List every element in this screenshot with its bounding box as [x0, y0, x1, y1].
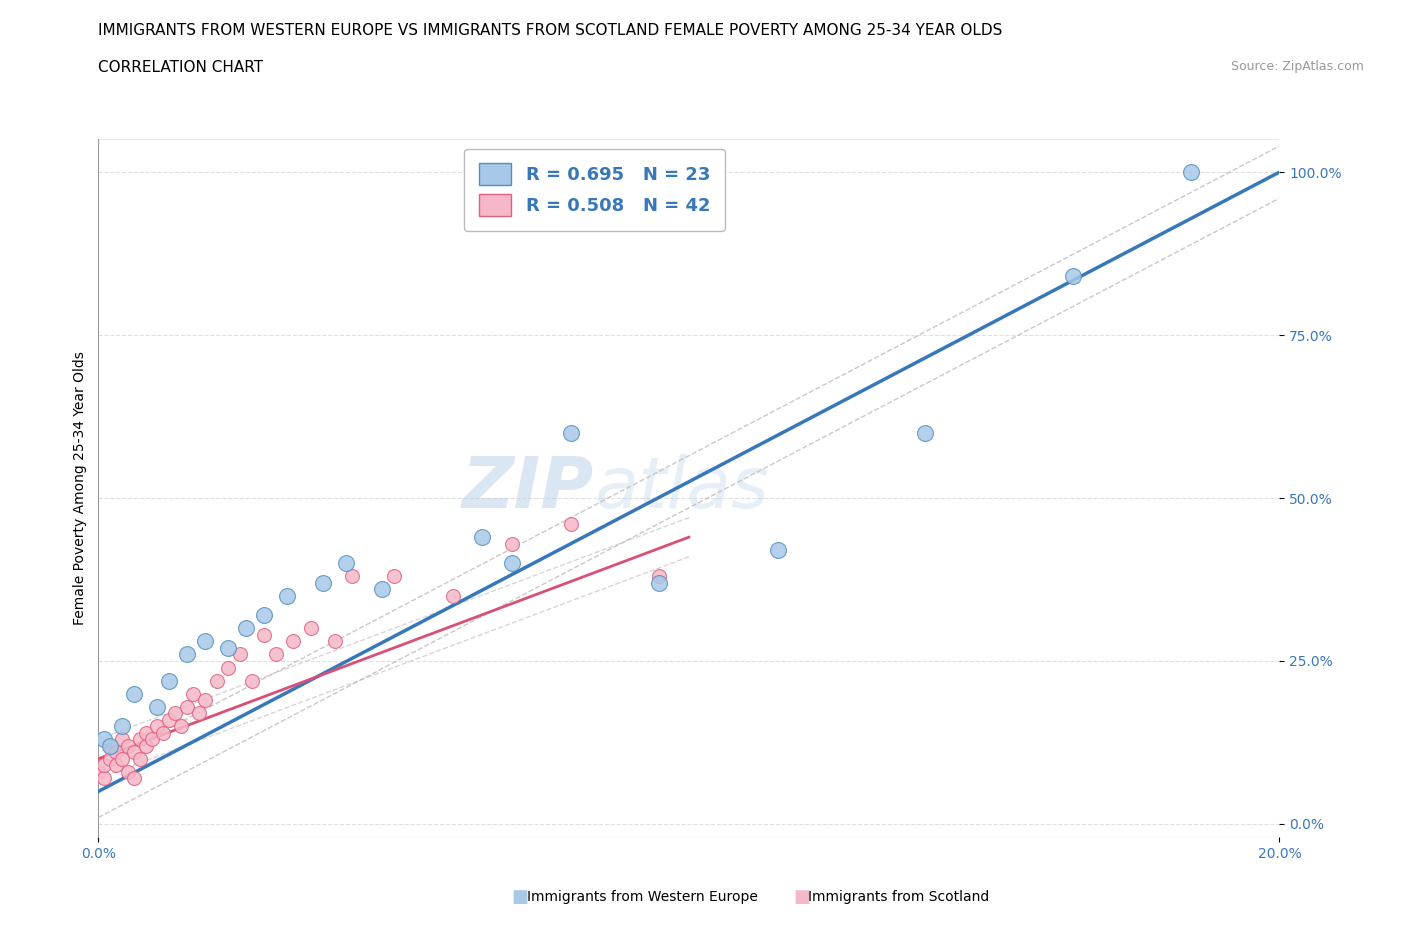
Point: [165, 706, 187, 721]
Point: [648, 569, 671, 584]
Point: [471, 530, 494, 545]
Text: Immigrants from Western Europe: Immigrants from Western Europe: [527, 890, 758, 905]
Point: [146, 719, 169, 734]
Point: [335, 556, 357, 571]
Point: [276, 589, 298, 604]
Point: [98, 751, 121, 766]
Point: [117, 764, 139, 779]
Point: [501, 556, 523, 571]
Point: [117, 738, 139, 753]
Point: [648, 576, 671, 591]
Point: [152, 725, 174, 740]
Point: [217, 660, 239, 675]
Point: [105, 758, 128, 773]
Point: [98, 738, 121, 753]
Text: ■: ■: [512, 888, 529, 907]
Point: [253, 628, 276, 643]
Point: [157, 712, 180, 727]
Point: [229, 647, 252, 662]
Y-axis label: Female Poverty Among 25-34 Year Olds: Female Poverty Among 25-34 Year Olds: [73, 352, 87, 625]
Point: [105, 745, 128, 760]
Point: [194, 693, 217, 708]
Point: [441, 589, 464, 604]
Text: Immigrants from Scotland: Immigrants from Scotland: [808, 890, 990, 905]
Text: atlas: atlas: [595, 454, 769, 523]
Point: [342, 569, 364, 584]
Point: [382, 569, 405, 584]
Point: [312, 576, 335, 591]
Text: ZIP: ZIP: [463, 454, 595, 523]
Point: [111, 751, 134, 766]
Point: [146, 699, 169, 714]
Text: Source: ZipAtlas.com: Source: ZipAtlas.com: [1230, 60, 1364, 73]
Point: [501, 537, 523, 551]
Point: [128, 751, 150, 766]
Text: CORRELATION CHART: CORRELATION CHART: [98, 60, 263, 75]
Text: ■: ■: [793, 888, 810, 907]
Point: [135, 725, 157, 740]
Point: [371, 582, 394, 597]
Point: [141, 732, 163, 747]
Point: [240, 673, 263, 688]
Point: [205, 673, 228, 688]
Point: [264, 647, 287, 662]
Point: [194, 634, 217, 649]
Point: [187, 706, 209, 721]
Point: [1062, 269, 1084, 284]
Point: [217, 641, 239, 656]
Point: [111, 719, 134, 734]
Point: [176, 647, 198, 662]
Text: IMMIGRANTS FROM WESTERN EUROPE VS IMMIGRANTS FROM SCOTLAND FEMALE POVERTY AMONG : IMMIGRANTS FROM WESTERN EUROPE VS IMMIGR…: [98, 23, 1002, 38]
Point: [93, 758, 115, 773]
Point: [135, 738, 157, 753]
Point: [128, 732, 150, 747]
Point: [87, 764, 110, 779]
Point: [170, 719, 193, 734]
Point: [122, 771, 145, 786]
Point: [560, 425, 582, 440]
Point: [122, 686, 145, 701]
Point: [914, 425, 936, 440]
Legend: R = 0.695   N = 23, R = 0.508   N = 42: R = 0.695 N = 23, R = 0.508 N = 42: [464, 149, 724, 231]
Point: [766, 543, 789, 558]
Point: [181, 686, 204, 701]
Point: [111, 732, 134, 747]
Point: [157, 673, 180, 688]
Point: [235, 621, 257, 636]
Point: [93, 732, 115, 747]
Point: [93, 771, 115, 786]
Point: [299, 621, 322, 636]
Point: [1180, 165, 1202, 179]
Point: [122, 745, 145, 760]
Point: [323, 634, 346, 649]
Point: [176, 699, 198, 714]
Point: [283, 634, 305, 649]
Point: [253, 608, 276, 623]
Point: [98, 738, 121, 753]
Point: [560, 517, 582, 532]
